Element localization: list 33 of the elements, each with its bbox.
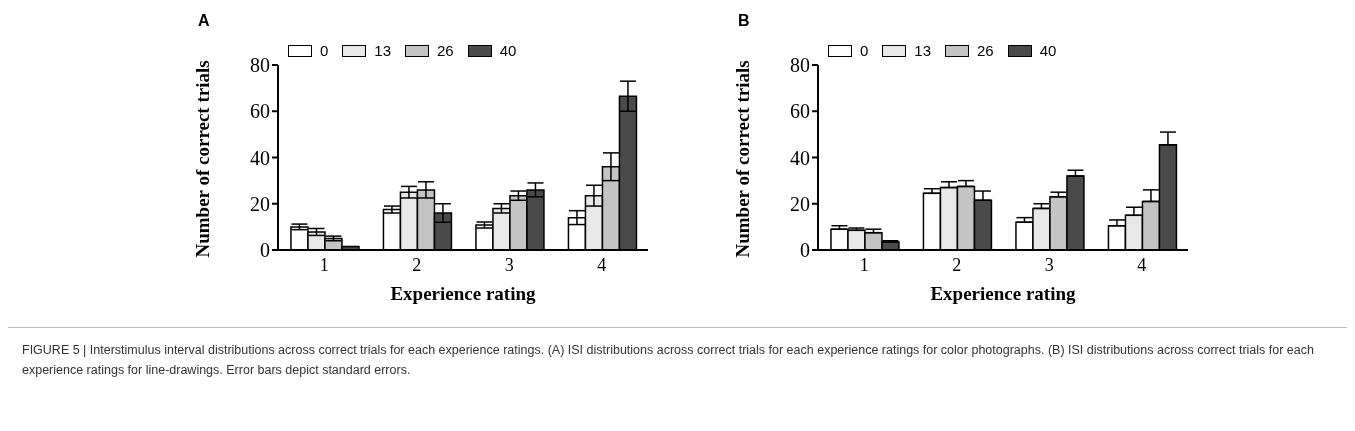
- y-tick-label: 40: [250, 146, 270, 169]
- y-tick-label: 40: [790, 146, 810, 169]
- x-axis-title: Experience rating: [390, 283, 537, 304]
- x-tick-label: 3: [1044, 254, 1054, 275]
- legend-label: 26: [437, 42, 454, 59]
- y-tick-label: 60: [250, 100, 270, 123]
- x-tick-label: 2: [412, 254, 422, 275]
- y-tick-label: 80: [250, 54, 270, 77]
- legend-label: 26: [977, 42, 994, 59]
- y-tick-label: 80: [790, 54, 810, 77]
- x-tick-label: 1: [319, 254, 329, 275]
- chart-title: B: [738, 12, 750, 30]
- y-tick-label: 0: [800, 239, 810, 262]
- y-axis-title: Number of correct trials: [731, 60, 753, 258]
- x-tick-label: 3: [504, 254, 514, 275]
- legend-label: 0: [860, 42, 869, 59]
- x-tick-label: 2: [952, 254, 962, 275]
- legend-label: 40: [1039, 42, 1057, 59]
- x-tick-label: 1: [859, 254, 869, 275]
- legend-label: 40: [499, 42, 517, 59]
- y-tick-label: 20: [790, 192, 810, 215]
- y-tick-label: 60: [790, 100, 810, 123]
- x-tick-label: 4: [597, 254, 607, 275]
- y-axis-title: Number of correct trials: [191, 60, 213, 258]
- y-tick-label: 0: [260, 239, 270, 262]
- y-tick-label: 20: [250, 192, 270, 215]
- caption: FIGURE 5 | Interstimulus interval distributions across correct trials for each experience ratings. (A) ISI distributions across correct trials for each experience ratings for color photographs. (B) ISI distributions across correct trials for each experience ratings for line-drawings. Error bars depict standard errors.: [22, 342, 1315, 379]
- legend-label: 13: [914, 42, 932, 59]
- x-tick-label: 4: [1137, 254, 1147, 275]
- chart-title: A: [198, 12, 210, 30]
- legend-label: 13: [374, 42, 392, 59]
- x-axis-title: Experience rating: [930, 283, 1077, 304]
- legend-label: 0: [320, 42, 329, 59]
